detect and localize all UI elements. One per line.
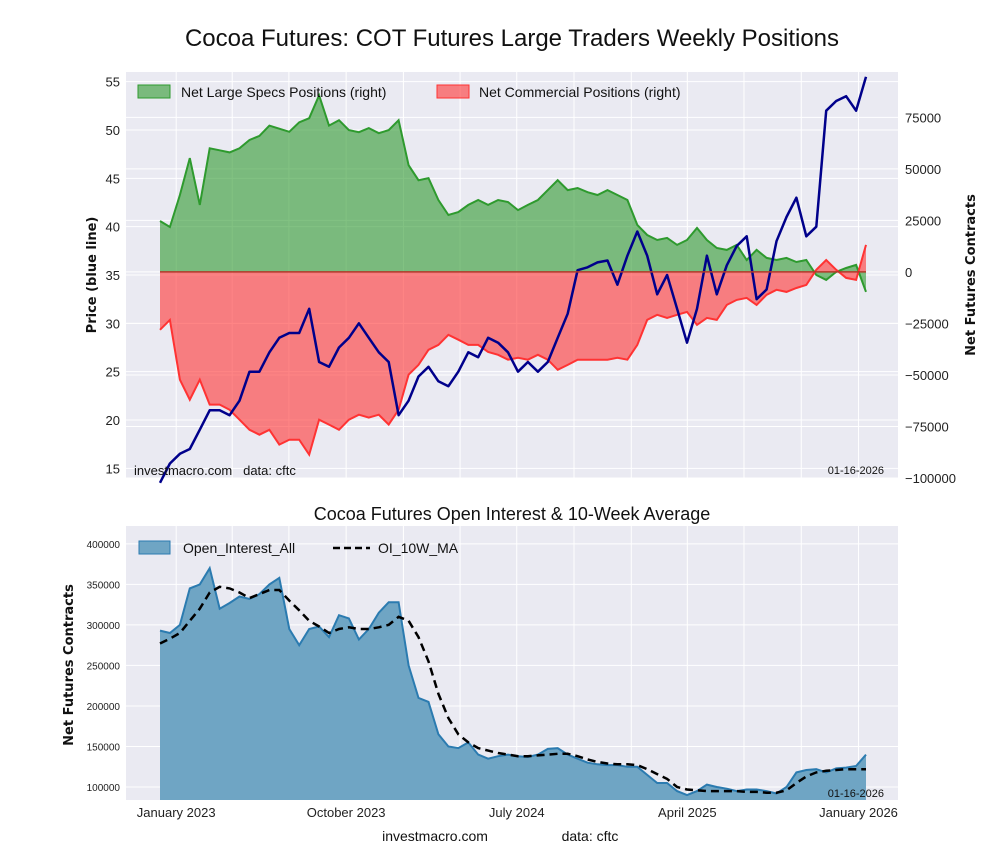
top-left-tick-label: 40	[106, 220, 120, 235]
top-right-tick-label: −50000	[905, 368, 949, 383]
bottom-x-tick-label: July 2024	[489, 805, 545, 820]
top-right-tick-label: 50000	[905, 162, 941, 177]
specs-area	[160, 95, 866, 292]
top-right-tick-label: −25000	[905, 316, 949, 331]
top-left-axis-label: Price (blue line)	[85, 217, 100, 334]
legend-swatch-open-interest	[138, 540, 171, 555]
top-right-axis: −100000 −75000 −50000 −25000 0 25000 50000 7500…	[905, 110, 956, 486]
bottom-y-tick-label: 200000	[87, 702, 121, 713]
open-interest-area	[160, 568, 866, 800]
bottom-series	[159, 565, 867, 800]
bottom-legend: Open_Interest_All OI_10W_MA	[138, 540, 459, 556]
top-left-tick-label: 30	[106, 316, 120, 331]
legend-swatch-specs	[137, 84, 171, 99]
bottom-y-tick-label: 300000	[87, 621, 121, 632]
top-legend: Net Large Specs Positions (right) Net Co…	[137, 84, 681, 100]
top-left-axis: 15 20 25 30 35 40 45 50 55	[106, 75, 120, 477]
legend-swatch-commercial	[436, 84, 470, 99]
commercial-line	[159, 244, 867, 458]
top-left-tick-label: 50	[106, 123, 120, 138]
bottom-x-tick-label: April 2025	[658, 805, 717, 820]
bottom-y-tick-label: 350000	[87, 580, 121, 591]
footer-site: investmacro.com	[382, 828, 488, 844]
top-right-axis-label: Net Futures Contracts	[964, 194, 979, 356]
top-left-tick-label: 20	[106, 413, 120, 428]
legend-label-open-interest: Open_Interest_All	[183, 540, 295, 556]
bottom-y-tick-label: 100000	[87, 783, 121, 794]
bottom-x-tick-label: October 2023	[307, 805, 386, 820]
bottom-date-label: 01-16-2026	[828, 788, 884, 800]
top-left-tick-label: 25	[106, 365, 120, 380]
top-left-tick-label: 15	[106, 461, 120, 476]
top-right-tick-label: −100000	[905, 471, 956, 486]
legend-label-commercial: Net Commercial Positions (right)	[479, 84, 681, 100]
top-left-tick-label: 45	[106, 171, 120, 186]
bottom-y-tick-label: 150000	[87, 742, 121, 753]
footer-source: data: cftc	[562, 828, 619, 844]
bottom-y-tick-label: 250000	[87, 661, 121, 672]
top-right-tick-label: 0	[905, 265, 912, 280]
top-series	[158, 76, 868, 484]
legend-label-specs: Net Large Specs Positions (right)	[181, 84, 386, 100]
bottom-x-axis: January 2023 October 2023 July 2024 April 2…	[137, 805, 898, 820]
specs-line	[159, 92, 867, 293]
top-date-label: 01-16-2026	[828, 465, 884, 477]
price-line	[158, 76, 868, 484]
top-right-tick-label: 75000	[905, 110, 941, 125]
top-left-tick-label: 55	[106, 75, 120, 90]
commercial-area	[160, 244, 866, 455]
top-left-tick-label: 35	[106, 268, 120, 283]
top-right-tick-label: 25000	[905, 213, 941, 228]
bottom-chart-title: Cocoa Futures Open Interest & 10-Week Av…	[314, 504, 711, 524]
top-watermark: investmacro.com data: cftc	[134, 463, 296, 478]
bottom-y-tick-label: 400000	[87, 540, 121, 551]
ma-line	[159, 585, 866, 794]
bottom-y-axis: 100000 150000 200000 250000 300000 350000 4000…	[87, 540, 121, 794]
top-right-tick-label: −75000	[905, 419, 949, 434]
top-chart-title: Cocoa Futures: COT Futures Large Traders…	[185, 25, 839, 52]
bottom-x-tick-label: January 2026	[819, 805, 898, 820]
bottom-y-axis-label: Net Futures Contracts	[62, 584, 77, 746]
bottom-x-tick-label: January 2023	[137, 805, 216, 820]
legend-label-ma: OI_10W_MA	[378, 540, 459, 556]
